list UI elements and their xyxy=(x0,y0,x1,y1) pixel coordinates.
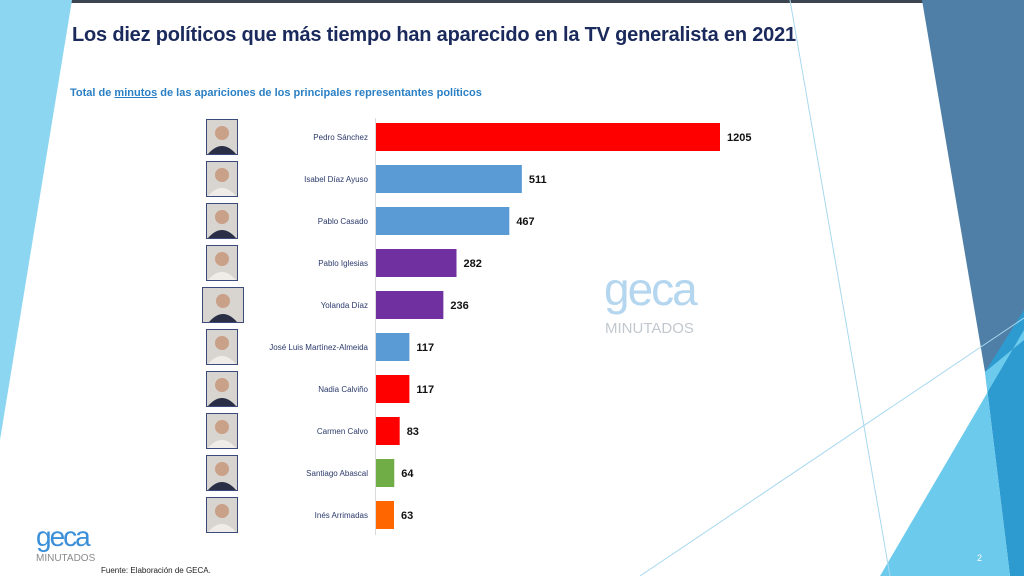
person-icon xyxy=(209,294,237,322)
category-label: Pablo Casado xyxy=(318,217,369,226)
decor-line xyxy=(789,0,891,576)
slide-title: Los diez políticos que más tiempo han ap… xyxy=(72,24,796,46)
politician-photo xyxy=(206,497,238,533)
politician-photo xyxy=(206,245,238,281)
person-icon xyxy=(208,462,236,490)
politician-photo xyxy=(206,371,238,407)
data-label: 1205 xyxy=(727,132,751,144)
subtitle-link: minutos xyxy=(114,87,158,99)
person-icon xyxy=(208,210,236,238)
data-label: 282 xyxy=(464,258,482,270)
left-decor-triangle xyxy=(0,0,72,440)
category-label: Inés Arrimadas xyxy=(315,511,368,520)
data-label: 236 xyxy=(450,300,468,312)
right-decor-triangle xyxy=(880,330,1024,576)
chart-subtitle: Total de minutos de las apariciones de l… xyxy=(70,87,482,99)
bar xyxy=(376,165,522,193)
data-label: 467 xyxy=(516,216,534,228)
person-icon xyxy=(208,252,236,280)
politician-photo xyxy=(206,161,238,197)
category-label: Santiago Abascal xyxy=(306,469,368,478)
bar xyxy=(376,375,410,403)
data-label: 63 xyxy=(401,510,413,522)
person-icon xyxy=(208,504,236,532)
page-number: 2 xyxy=(977,553,983,563)
decor-line xyxy=(639,317,1024,576)
politician-photo xyxy=(206,203,238,239)
person-icon xyxy=(208,378,236,406)
category-label: Pablo Iglesias xyxy=(318,259,368,268)
subtitle-text: Total de xyxy=(70,87,115,99)
geca-logo-sub: MINUTADOS xyxy=(36,553,96,564)
bar xyxy=(376,501,394,529)
politician-photo xyxy=(206,413,238,449)
politician-photo xyxy=(202,287,244,323)
category-label: José Luis Martínez-Almeida xyxy=(269,343,368,352)
bar xyxy=(376,333,410,361)
category-label: Nadia Calviño xyxy=(318,385,368,394)
person-icon xyxy=(208,336,236,364)
bar xyxy=(376,123,720,151)
bar xyxy=(376,417,400,445)
watermark-sub: MINUTADOS xyxy=(605,320,694,337)
data-label: 117 xyxy=(416,342,434,354)
bar xyxy=(376,207,510,235)
person-icon xyxy=(208,420,236,448)
data-label: 117 xyxy=(416,384,434,396)
source-note: Fuente: Elaboración de GECA. xyxy=(101,566,211,575)
watermark-logo: geca xyxy=(604,263,698,315)
geca-logo: geca xyxy=(36,521,91,552)
category-label: Yolanda Díaz xyxy=(321,301,368,310)
data-label: 64 xyxy=(401,468,414,480)
bar xyxy=(376,291,444,319)
subtitle-text: de las apariciones de los principales re… xyxy=(157,87,482,99)
top-border xyxy=(0,0,1024,3)
politician-photo xyxy=(206,119,238,155)
person-icon xyxy=(208,126,236,154)
data-label: 511 xyxy=(529,174,547,186)
bar xyxy=(376,249,457,277)
category-label: Carmen Calvo xyxy=(317,427,369,436)
bar xyxy=(376,459,395,487)
data-label: 83 xyxy=(407,426,419,438)
politician-photo xyxy=(206,455,238,491)
category-label: Isabel Díaz Ayuso xyxy=(304,175,368,184)
person-icon xyxy=(208,168,236,196)
right-decor-band xyxy=(922,0,1024,372)
category-label: Pedro Sánchez xyxy=(313,133,368,142)
politician-photo xyxy=(206,329,238,365)
